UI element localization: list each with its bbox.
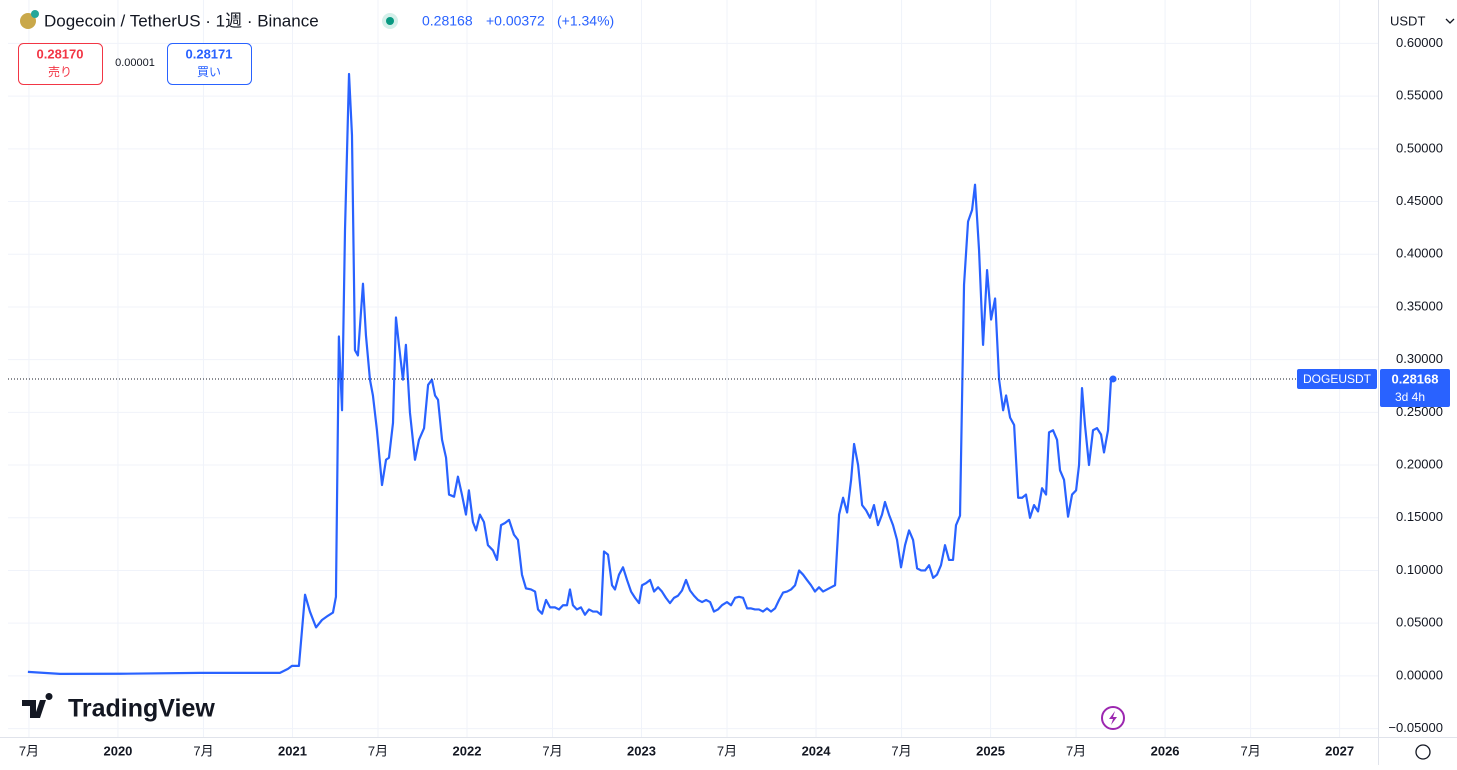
price-change-pct: (+1.34%) — [557, 13, 614, 29]
y-tick-label: 0.00000 — [1396, 667, 1443, 682]
x-tick-label: 2026 — [1151, 743, 1180, 758]
grid — [8, 0, 1378, 737]
last-price: 0.28168 — [422, 13, 473, 29]
symbol-badge-label: DOGEUSDT — [1303, 372, 1372, 386]
y-tick-label: 0.25000 — [1396, 404, 1443, 419]
y-tick-label: 0.20000 — [1396, 456, 1443, 471]
last-point — [1109, 375, 1117, 383]
y-tick-label: 0.45000 — [1396, 193, 1443, 208]
sell-label: 売り — [48, 64, 72, 79]
dropdown-caret — [1445, 18, 1455, 24]
x-tick-label: 7月 — [542, 743, 562, 758]
y-tick-label: 0.40000 — [1396, 246, 1443, 261]
coin-icon — [20, 13, 36, 29]
x-tick-label: 2021 — [278, 743, 307, 758]
y-tick-label: 0.35000 — [1396, 298, 1443, 313]
buy-price: 0.28171 — [186, 46, 233, 61]
spread: 0.00001 — [115, 57, 155, 69]
coin-icon-badge — [31, 10, 39, 18]
y-tick-label: 0.55000 — [1396, 88, 1443, 103]
price-badge — [1380, 368, 1450, 407]
x-tick-label: 2024 — [802, 743, 832, 758]
x-tick-label: 2022 — [453, 743, 482, 758]
y-tick-label: 0.60000 — [1396, 35, 1443, 50]
x-tick-label: 7月 — [368, 743, 388, 758]
sell-price: 0.28170 — [37, 46, 84, 61]
x-tick-label: 7月 — [1066, 743, 1086, 758]
x-tick-label: 2025 — [976, 743, 1005, 758]
sell-button[interactable] — [18, 43, 103, 85]
bolt-shape — [1109, 711, 1117, 725]
logo-mark — [22, 693, 53, 718]
x-tick-label: 2020 — [103, 743, 132, 758]
y-tick-label: 0.30000 — [1396, 351, 1443, 366]
settings-icon — [1415, 744, 1431, 760]
y-tick-label: 0.05000 — [1396, 615, 1443, 630]
x-tick-label: 2027 — [1325, 743, 1354, 758]
header: Dogecoin / TetherUS · 1週 · Binance 0.281… — [18, 10, 1455, 85]
quote-currency[interactable]: USDT — [1390, 13, 1425, 28]
countdown-label: 3d 4h — [1395, 390, 1425, 404]
status-dot — [386, 17, 394, 25]
symbol-badge — [1297, 368, 1377, 389]
x-tick-label: 7月 — [1240, 743, 1260, 758]
y-tick-label: 0.50000 — [1396, 140, 1443, 155]
buy-button[interactable] — [167, 43, 252, 85]
price-change: +0.00372 — [486, 13, 545, 29]
symbol-title: Dogecoin / TetherUS · 1週 · Binance — [44, 11, 319, 30]
logo: TradingView — [22, 693, 215, 723]
price-line — [27, 72, 1114, 675]
y-tick-label: 0.15000 — [1396, 509, 1443, 524]
buy-label: 買い — [197, 65, 221, 79]
x-tick-label: 2023 — [627, 743, 656, 758]
y-tick-label: 0.10000 — [1396, 562, 1443, 577]
logo-text: TradingView — [68, 695, 215, 723]
y-tick-label: −0.05000 — [1388, 720, 1443, 735]
x-tick-label: 7月 — [19, 743, 39, 758]
bolt-icon[interactable] — [1101, 706, 1125, 730]
x-tick-label: 7月 — [193, 743, 213, 758]
x-tick-label: 7月 — [891, 743, 911, 758]
x-tick-label: 7月 — [717, 743, 737, 758]
price-badge-label: 0.28168 — [1392, 371, 1439, 386]
